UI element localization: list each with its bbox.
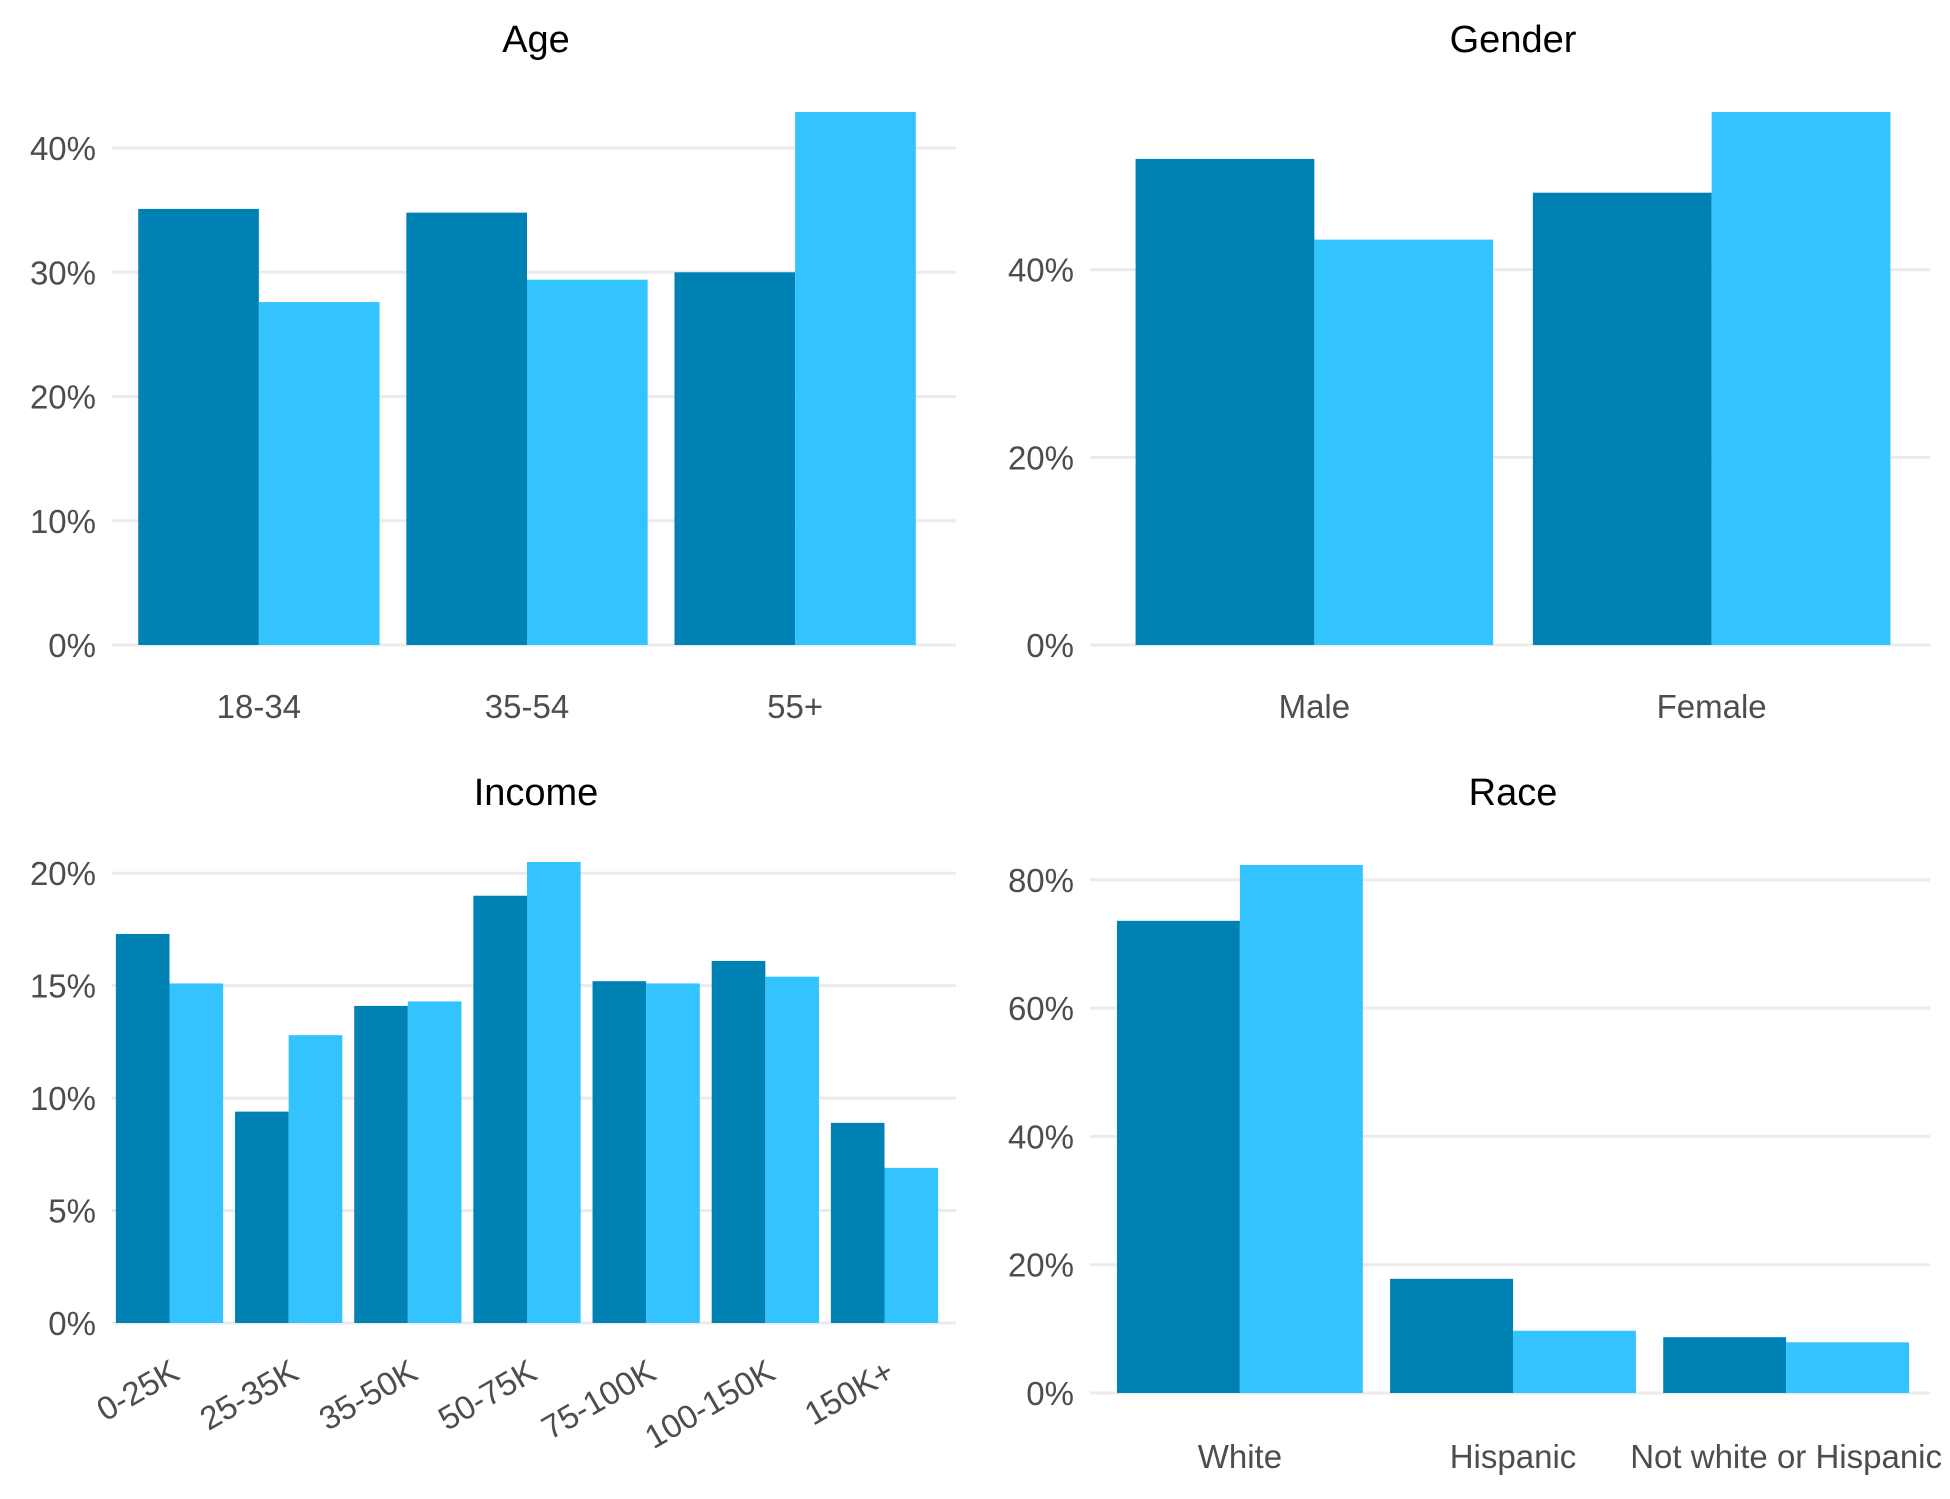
bar-75-100k-series-1 xyxy=(592,981,647,1323)
y-tick-label: 20% xyxy=(30,379,96,416)
panel-3: Race 0% 20% 40% 60% 80% White Hispanic Not white… xyxy=(1008,772,1942,1475)
x-tick-label: Male xyxy=(1279,688,1351,725)
bar-not-white-or-hispanic-series-1 xyxy=(1663,1337,1787,1393)
x-tick-label: 35-50K xyxy=(313,1352,424,1437)
bar-white-series-1 xyxy=(1116,920,1240,1393)
bar-0-25k-series-2 xyxy=(169,983,224,1323)
bar-150k--series-2 xyxy=(884,1167,939,1323)
bar-female-series-2 xyxy=(1711,112,1891,645)
panel-0: Age 0% 10% 20% 30% 40% 18-34 35-54 55+ xyxy=(30,19,956,725)
x-tick-label: 25-35K xyxy=(194,1352,305,1437)
bar-50-75k-series-1 xyxy=(473,895,527,1323)
x-tick-label: Female xyxy=(1657,688,1767,725)
x-tick-label: 18-34 xyxy=(217,688,301,725)
bar-50-75k-series-2 xyxy=(527,862,581,1323)
x-tick-label: 100-150K xyxy=(638,1352,780,1456)
bar-not-white-or-hispanic-series-2 xyxy=(1786,1342,1910,1393)
bar-35-50k-series-1 xyxy=(354,1005,408,1323)
y-tick-label: 80% xyxy=(1008,862,1074,899)
y-tick-label: 20% xyxy=(1008,1247,1074,1284)
x-tick-label: 35-54 xyxy=(485,688,569,725)
bar-male-series-1 xyxy=(1135,158,1315,646)
x-tick-label: White xyxy=(1198,1438,1282,1475)
y-tick-label: 15% xyxy=(30,968,96,1005)
bar-150k--series-1 xyxy=(830,1122,885,1323)
x-tick-label: Hispanic xyxy=(1450,1438,1577,1475)
bar-35-50k-series-2 xyxy=(407,1001,462,1323)
bar-hispanic-series-2 xyxy=(1513,1330,1636,1393)
bar-75-100k-series-2 xyxy=(646,983,700,1323)
y-tick-label: 0% xyxy=(1026,627,1074,664)
bar-25-35k-series-2 xyxy=(288,1035,343,1323)
y-tick-label: 60% xyxy=(1008,990,1074,1027)
panel-1: Gender 0% 20% 40% Male Female xyxy=(1008,19,1930,725)
bar-18-34-series-1 xyxy=(138,208,259,645)
bar-hispanic-series-1 xyxy=(1390,1278,1513,1393)
x-tick-label: 50-75K xyxy=(432,1352,543,1437)
x-tick-label: 55+ xyxy=(767,688,823,725)
panel-title: Gender xyxy=(1450,19,1577,61)
bar-100-150k-series-2 xyxy=(765,976,819,1323)
y-tick-label: 0% xyxy=(48,1305,96,1342)
bar-male-series-2 xyxy=(1314,239,1494,645)
panel-2: Income 0% 5% 10% 15% 20% 0-25K 25-35K 35-50K 50-7… xyxy=(30,772,956,1456)
bar-35-54-series-1 xyxy=(406,212,527,646)
y-tick-label: 5% xyxy=(48,1193,96,1230)
y-tick-label: 0% xyxy=(48,627,96,664)
bar-18-34-series-2 xyxy=(258,302,380,645)
bar-white-series-2 xyxy=(1239,865,1363,1393)
panel-title: Race xyxy=(1469,772,1558,814)
x-tick-label: 150K+ xyxy=(798,1352,900,1432)
y-tick-label: 10% xyxy=(30,1080,96,1117)
y-tick-label: 40% xyxy=(30,130,96,167)
bar-55--series-1 xyxy=(674,272,796,645)
y-tick-label: 20% xyxy=(30,855,96,892)
y-tick-label: 10% xyxy=(30,503,96,540)
y-tick-label: 0% xyxy=(1026,1375,1074,1412)
y-tick-label: 40% xyxy=(1008,252,1074,289)
y-tick-label: 20% xyxy=(1008,439,1074,476)
x-tick-label: Not white or Hispanic xyxy=(1630,1438,1942,1475)
bar-35-54-series-2 xyxy=(527,279,648,645)
panel-title: Age xyxy=(502,19,570,61)
panel-title: Income xyxy=(474,772,599,814)
bar-55--series-2 xyxy=(795,112,916,645)
bar-0-25k-series-1 xyxy=(115,933,170,1323)
y-tick-label: 30% xyxy=(30,254,96,291)
x-tick-label: 0-25K xyxy=(90,1352,185,1428)
bar-25-35k-series-1 xyxy=(235,1111,289,1323)
bar-100-150k-series-1 xyxy=(711,960,766,1323)
y-tick-label: 40% xyxy=(1008,1118,1074,1155)
bar-female-series-1 xyxy=(1532,192,1712,646)
